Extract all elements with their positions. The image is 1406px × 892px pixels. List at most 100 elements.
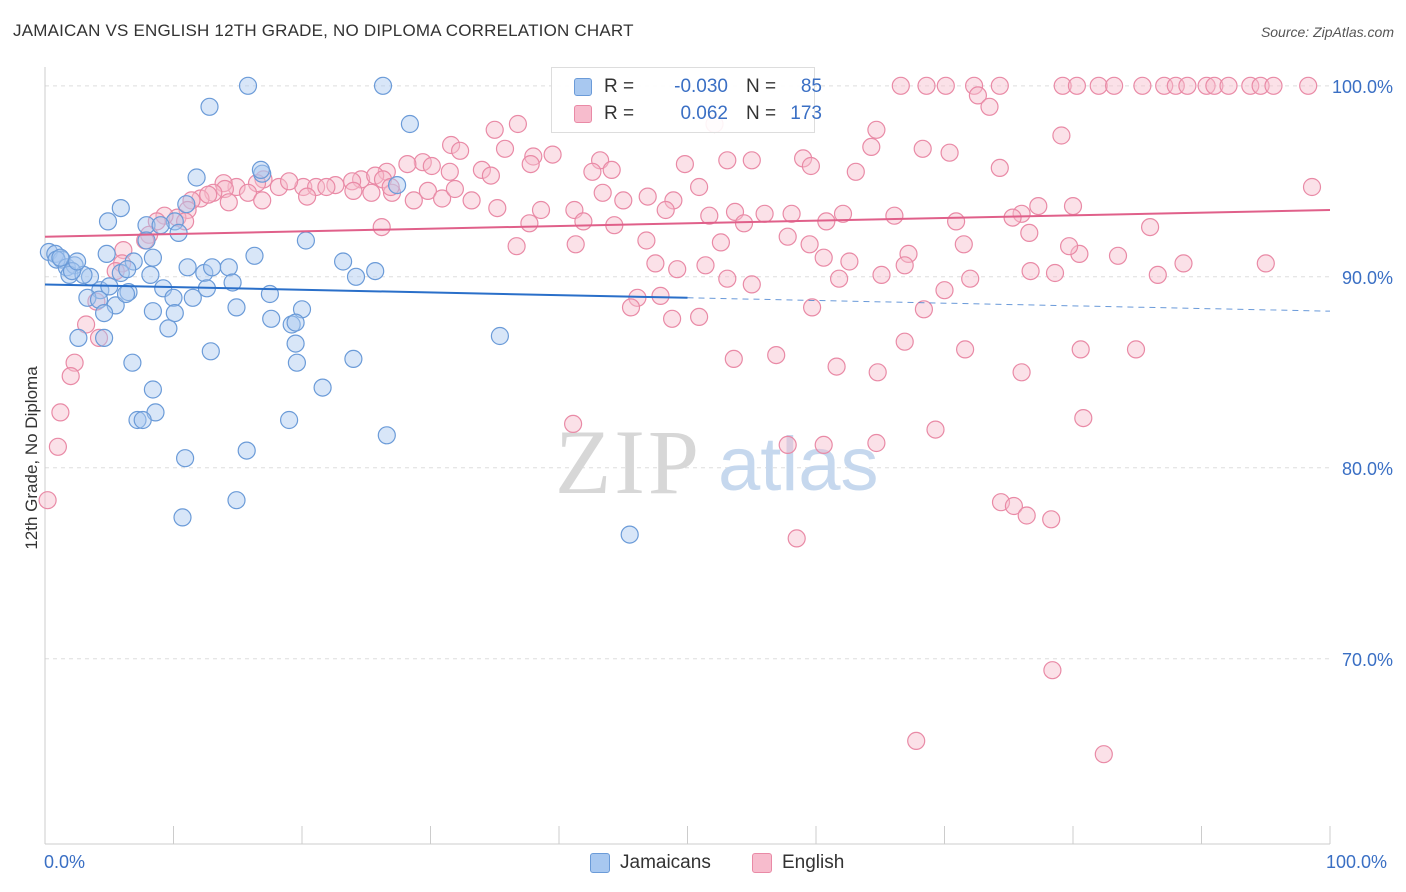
jamaican-point: [177, 195, 196, 214]
english-point: [451, 141, 470, 160]
english-point: [362, 183, 381, 202]
english-point: [787, 529, 806, 548]
english-point: [662, 309, 682, 328]
english-point: [827, 357, 846, 376]
english-point: [891, 76, 910, 95]
english-point: [755, 204, 774, 223]
english-point: [1045, 263, 1065, 283]
jamaican-point: [296, 231, 315, 250]
english-point: [563, 414, 583, 433]
jamaican-point: [137, 231, 156, 250]
jamaicans-trend-line: [44, 283, 688, 299]
english-point: [689, 307, 709, 326]
jamaican-point: [67, 252, 87, 271]
english-point: [219, 193, 238, 212]
jamaican-point: [238, 76, 258, 95]
english-point: [472, 160, 491, 179]
english-point: [778, 227, 797, 246]
stats-legend: R = -0.030 N = 85 R = 0.062 N = 173: [551, 67, 822, 133]
watermark: ZIP atlas: [555, 411, 879, 513]
jamaican-point: [123, 353, 142, 372]
jamaican-point: [223, 273, 242, 292]
jamaican-point: [165, 212, 184, 231]
english-point: [833, 204, 853, 223]
english-point: [404, 191, 423, 210]
english-point: [638, 187, 657, 206]
jamaican-point: [164, 288, 183, 307]
jamaican-point: [94, 304, 114, 323]
english-point: [280, 172, 299, 191]
n-value: 85: [800, 76, 822, 97]
jamaican-point: [119, 283, 138, 302]
jamaican-point: [346, 267, 366, 286]
jamaican-point: [173, 508, 192, 527]
legend-row-english: R = 0.062 N = 173: [574, 101, 822, 127]
english-point: [696, 256, 715, 275]
english-point: [782, 204, 801, 223]
source-label: Source: ZipAtlas.com: [1260, 24, 1394, 40]
english-point: [802, 298, 822, 317]
jamaican-point: [280, 410, 299, 430]
english-point: [936, 76, 955, 95]
english-point: [1126, 340, 1146, 359]
english-point: [253, 191, 272, 210]
legend-item-jamaicans[interactable]: Jamaicans: [590, 852, 711, 874]
english-point: [61, 367, 80, 386]
jamaican-point: [141, 265, 160, 284]
english-point: [433, 189, 452, 208]
series-legend: Jamaicans English: [0, 852, 1406, 878]
english-point: [574, 212, 593, 231]
english-point: [917, 76, 936, 95]
english-point: [1178, 76, 1197, 95]
english-point: [1004, 496, 1024, 516]
x-tick-left: 0.0%: [44, 852, 86, 872]
r-value: -0.030: [674, 76, 728, 97]
english-point: [614, 191, 633, 210]
english-point: [1029, 197, 1048, 216]
jamaican-point: [111, 199, 130, 218]
english-point: [718, 151, 737, 170]
english-point: [885, 206, 904, 225]
english-point: [954, 235, 973, 254]
english-point: [508, 114, 528, 134]
english-point: [1017, 506, 1036, 525]
watermark-zip: ZIP: [555, 411, 702, 513]
jamaican-point: [377, 426, 396, 445]
english-point: [38, 491, 57, 510]
jamaicans-swatch: [574, 78, 592, 96]
jamaican-point: [51, 248, 70, 267]
english-point: [65, 353, 84, 372]
english-point: [422, 156, 441, 176]
english-point: [868, 363, 887, 382]
jamaican-point: [143, 302, 162, 321]
english-point: [1299, 76, 1318, 95]
jamaican-point: [262, 309, 281, 328]
english-point: [440, 162, 459, 181]
english-point: [1020, 223, 1039, 242]
english-point: [968, 86, 988, 105]
english-point: [914, 300, 934, 319]
english-point: [913, 139, 932, 158]
jamaican-point: [620, 525, 639, 544]
english-point: [442, 135, 461, 155]
english-point: [814, 248, 833, 267]
jamaican-point: [98, 212, 118, 231]
english-point: [1133, 76, 1152, 95]
jamaican-point: [97, 244, 116, 263]
english-point: [935, 281, 954, 300]
jamaican-point: [200, 97, 219, 116]
english-point: [742, 151, 761, 170]
english-point: [521, 155, 540, 174]
english-point: [940, 143, 959, 162]
english-point: [689, 177, 709, 197]
english-point: [1052, 126, 1071, 145]
english-point: [801, 156, 821, 176]
english-point: [51, 403, 70, 422]
english-point: [646, 254, 665, 273]
jamaican-point: [400, 114, 419, 134]
legend-item-english[interactable]: English: [752, 852, 844, 874]
english-point: [1053, 76, 1072, 95]
english-point: [238, 183, 258, 202]
jamaican-point: [227, 298, 246, 317]
jamaican-point: [373, 76, 393, 95]
